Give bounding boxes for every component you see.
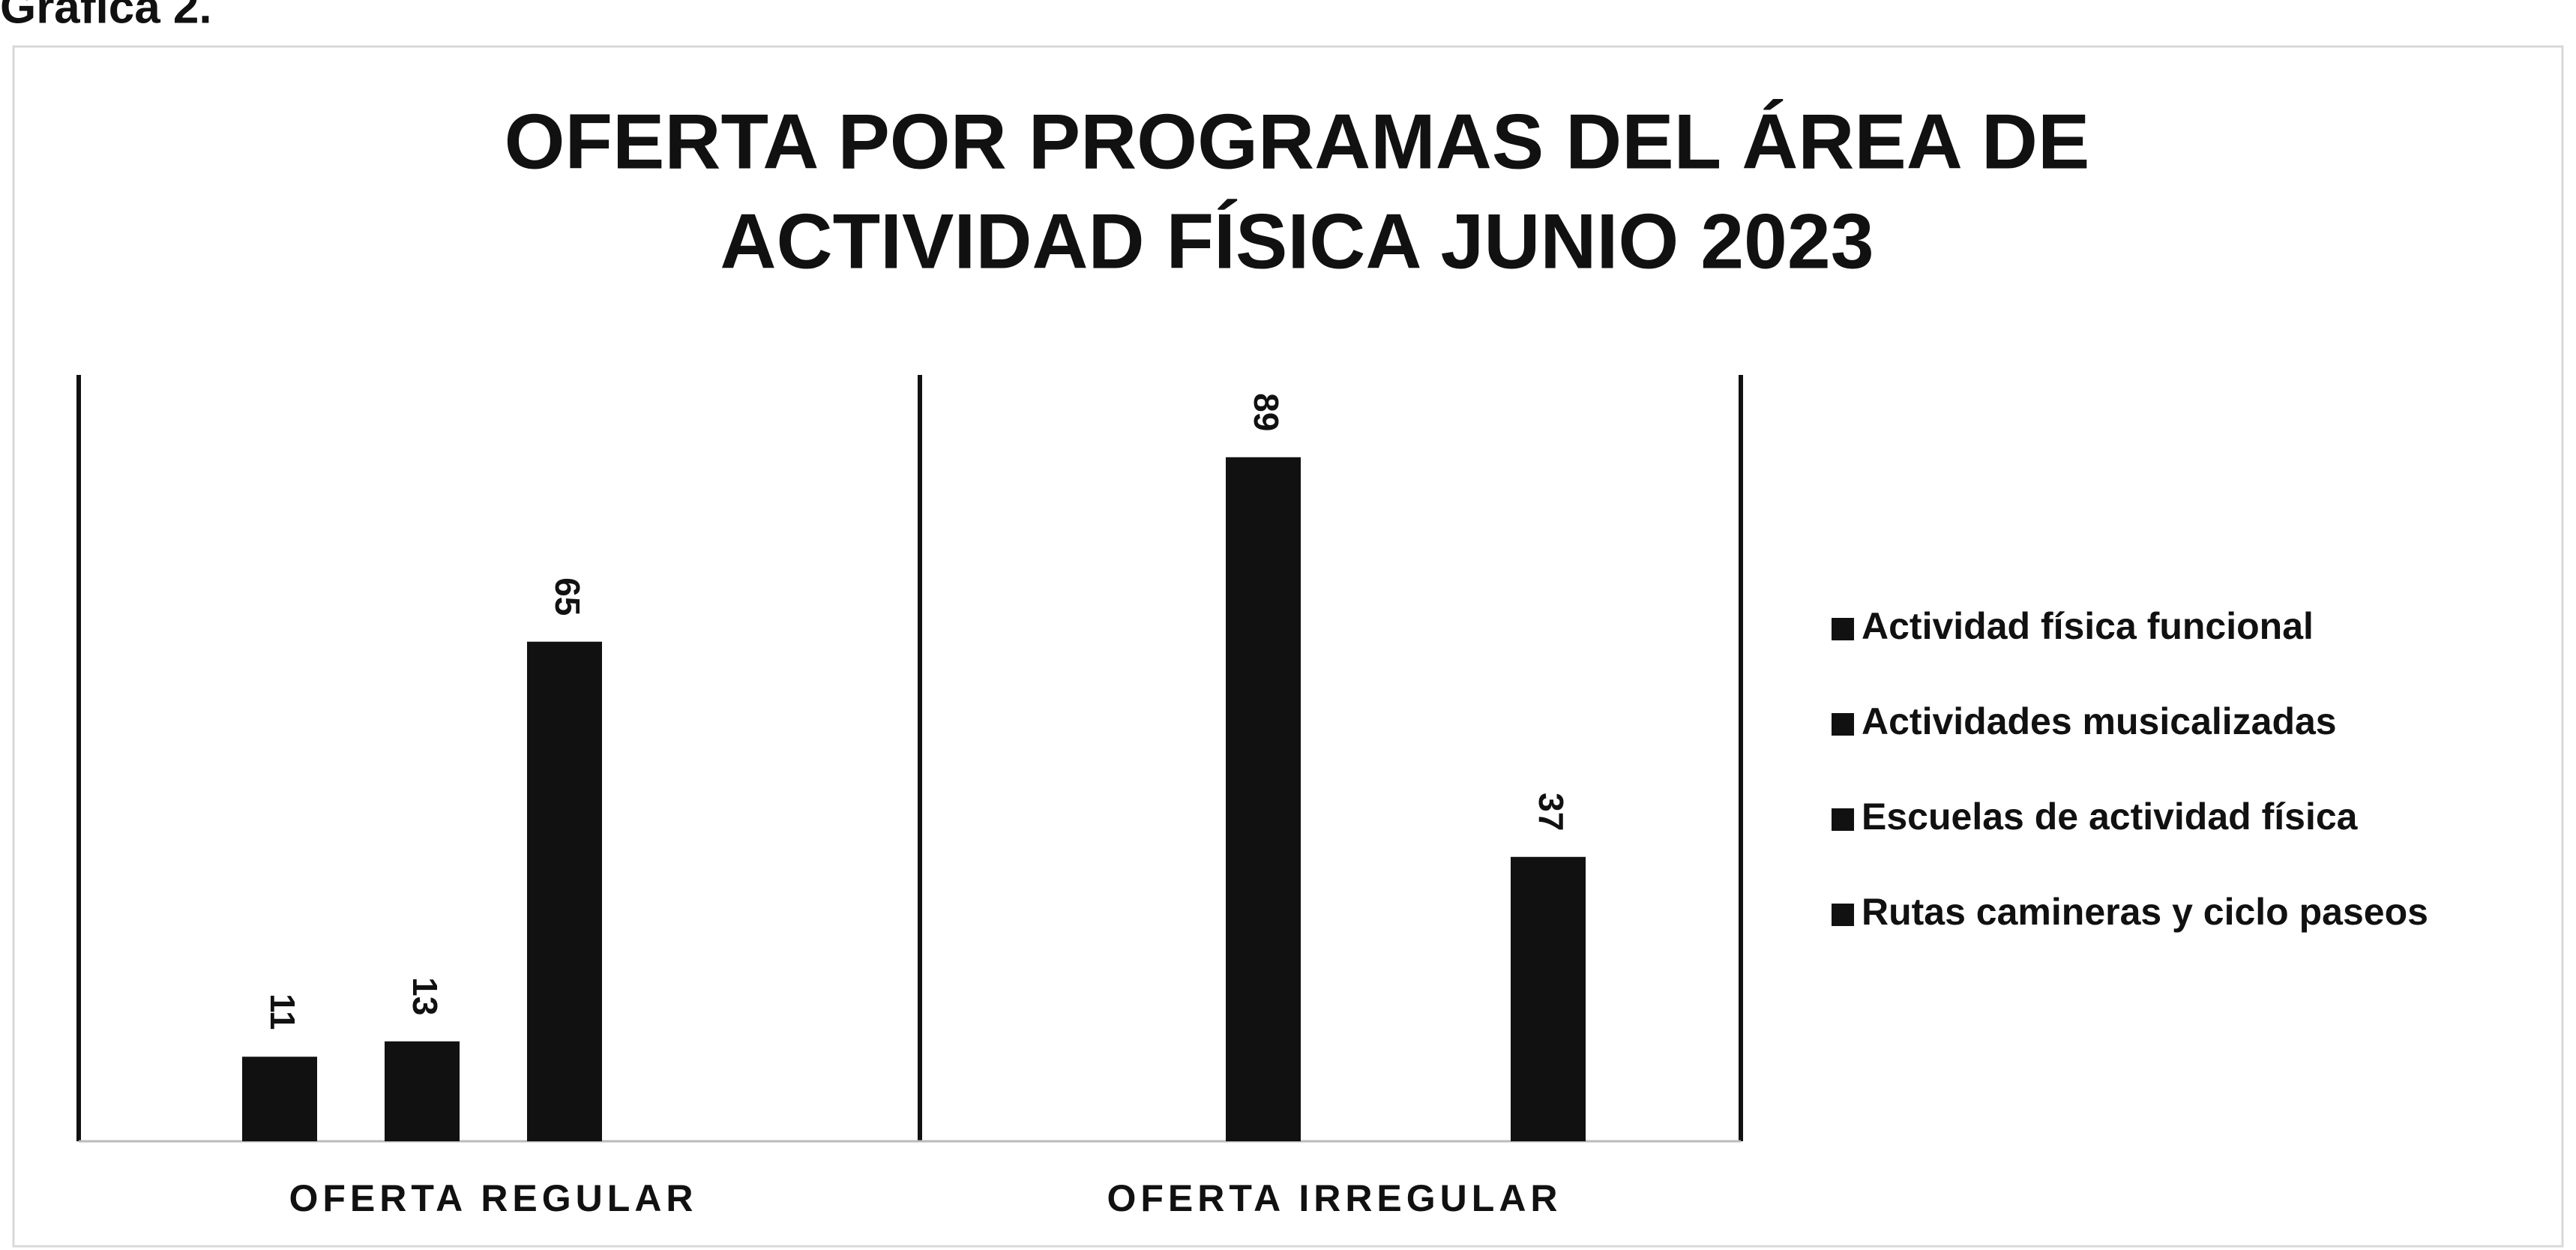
bar (242, 1057, 317, 1141)
legend-label: Escuelas de actividad física (1862, 796, 2359, 838)
x-tick-label: OFERTA REGULAR (289, 1177, 697, 1219)
caption: Gráfica 2. (0, 0, 212, 33)
legend-swatch (1832, 618, 1854, 640)
chart-frame (12, 45, 2564, 1248)
legend-swatch (1832, 904, 1854, 926)
x-tick-label: OFERTA IRREGULAR (1107, 1177, 1562, 1219)
legend-swatch (1832, 713, 1854, 736)
data-label: 37 (1532, 793, 1571, 831)
data-label: 65 (548, 577, 587, 616)
bar (527, 641, 602, 1141)
bar (1226, 457, 1301, 1141)
data-label: 13 (406, 977, 445, 1015)
data-label: 11 (263, 994, 302, 1030)
legend-label: Actividades musicalizadas (1862, 700, 2337, 742)
legend-swatch (1832, 808, 1854, 831)
chart-title: ACTIVIDAD FÍSICA JUNIO 2023 (720, 198, 1874, 285)
legend-label: Actividad física funcional (1862, 605, 2314, 647)
bar (385, 1041, 460, 1141)
legend-label: Rutas camineras y ciclo paseos (1862, 891, 2428, 933)
chart-title: OFERTA POR PROGRAMAS DEL ÁREA DE (505, 98, 2090, 185)
data-label: 89 (1247, 393, 1286, 431)
bar (1511, 856, 1586, 1141)
